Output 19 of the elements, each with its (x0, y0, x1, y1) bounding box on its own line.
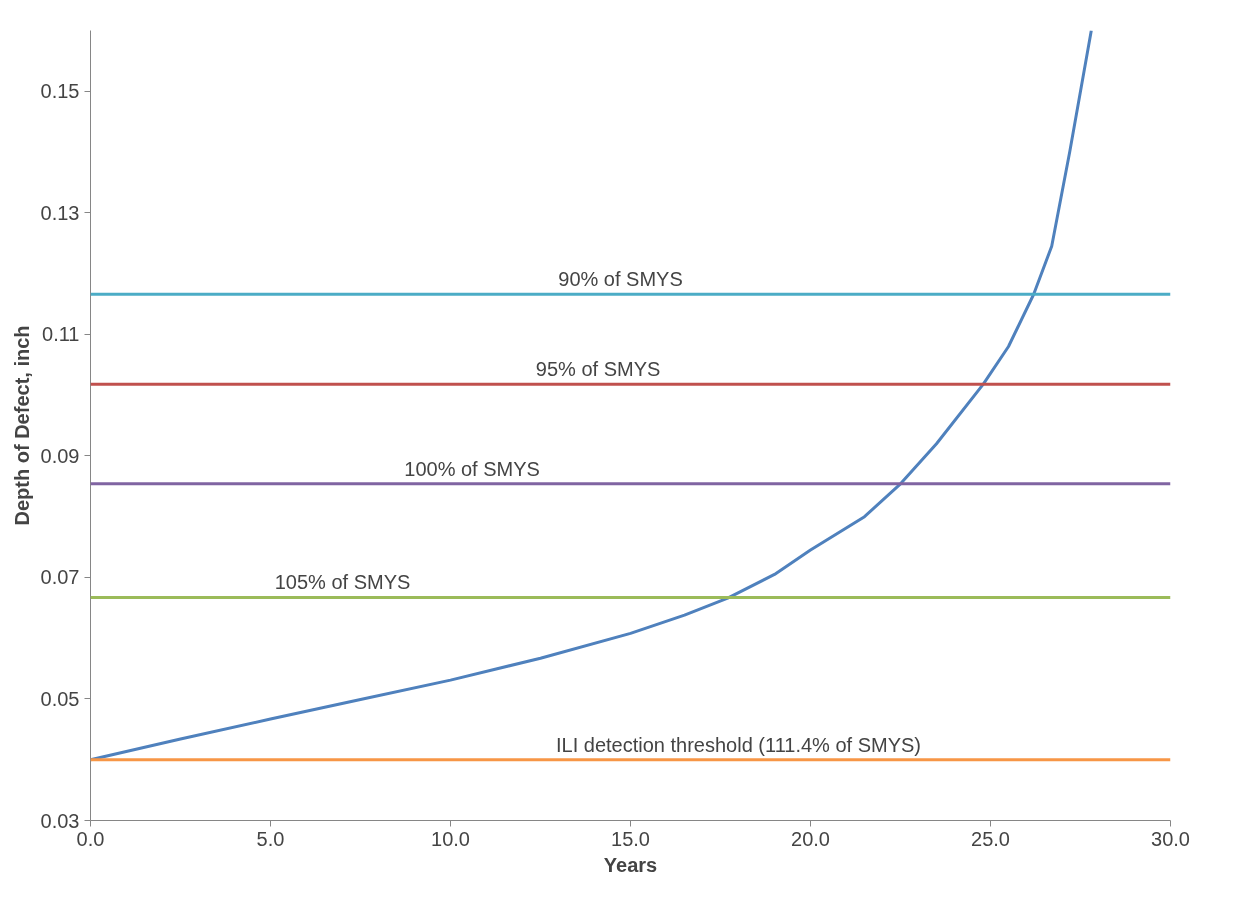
annotation: 90% of SMYS (558, 268, 683, 291)
y-tick-label: 0.09 (40, 444, 80, 467)
annotation: 95% of SMYS (535, 358, 661, 381)
x-tick-label: 25.0 (971, 827, 1010, 850)
y-tick-label: 0.13 (40, 201, 80, 224)
x-tick-label: 30.0 (1151, 827, 1190, 850)
x-tick-label: 5.0 (256, 827, 285, 850)
x-axis-title: Years (603, 853, 658, 876)
annotation: 100% of SMYS (404, 457, 540, 480)
x-tick-label: 10.0 (431, 827, 470, 850)
x-tick-label: 15.0 (611, 827, 650, 850)
y-tick-label: 0.15 (40, 80, 80, 103)
y-axis-title: Depth of Defect, inch (10, 325, 33, 526)
annotation: ILI detection threshold (111.4% of SMYS) (556, 733, 922, 756)
y-tick-label: 0.05 (40, 687, 80, 710)
annotation: 105% of SMYS (274, 571, 411, 594)
x-tick-label: 20.0 (791, 827, 830, 850)
y-tick-label: 0.07 (40, 566, 80, 589)
y-tick-label: 0.11 (42, 323, 80, 346)
